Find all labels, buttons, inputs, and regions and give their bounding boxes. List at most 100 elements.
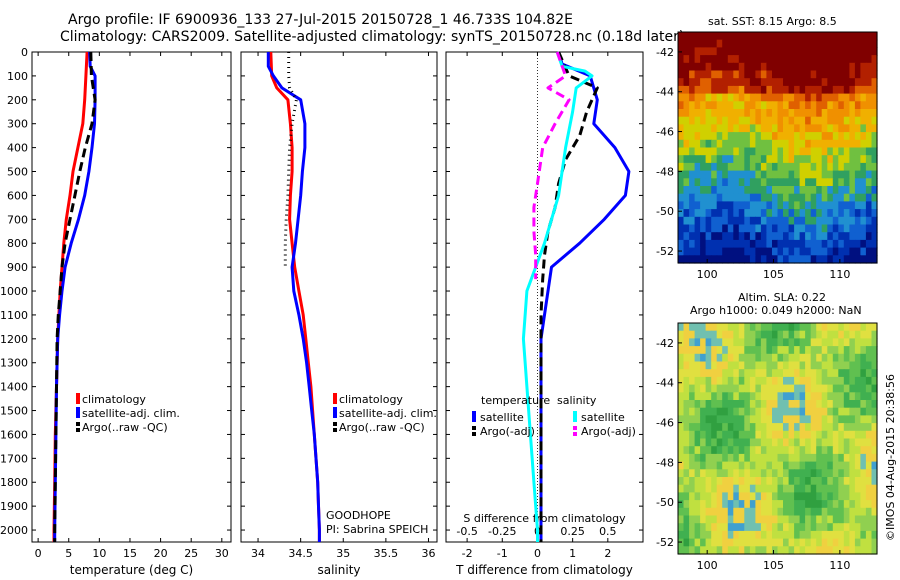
sla_map-cell	[711, 515, 718, 524]
sla_map-cell	[827, 384, 834, 393]
sst_map-cell	[733, 78, 740, 87]
sla_map-cell	[711, 384, 718, 393]
sst_map-cell	[683, 155, 690, 164]
sst_map-cell	[821, 93, 828, 102]
sla_map-cell	[766, 330, 773, 339]
sla_map-cell	[733, 323, 740, 332]
sla_map-cell	[843, 376, 850, 386]
sst_map-cell	[694, 239, 701, 249]
sst_map-cell	[843, 170, 850, 179]
sla_map-cell	[805, 453, 812, 463]
sst_map-cell	[700, 178, 707, 187]
sla_map-cell	[738, 423, 745, 432]
sla_map-cell	[772, 446, 779, 455]
sst_map-cell	[727, 109, 734, 118]
sst_map-cell	[744, 55, 751, 64]
sst_map-cell	[788, 155, 795, 164]
sla_map-cell	[860, 407, 867, 416]
sla_map-cell	[849, 392, 856, 401]
sla_map-cell	[711, 330, 718, 339]
sst_map-cell	[788, 132, 795, 141]
sst_map-cell	[683, 116, 690, 125]
sst_map-cell	[683, 186, 690, 195]
sst_map-cell	[783, 209, 790, 218]
sst_map-cell	[689, 147, 696, 156]
sla_map-cell	[755, 469, 762, 478]
sla_map-cell	[678, 469, 685, 478]
sla_map-cell	[760, 384, 767, 393]
sst_map-cell	[777, 116, 784, 125]
salinity-xlabel: salinity	[317, 563, 360, 577]
sst_map-cell	[843, 109, 850, 118]
sst_map-cell	[733, 247, 740, 256]
sst_map-cell	[821, 224, 828, 233]
sst_map-cell	[744, 93, 751, 102]
temperature-legend-label: climatology	[82, 393, 146, 406]
sla_map-cell	[689, 430, 696, 440]
sla_map-cell	[783, 438, 790, 447]
sla_map-cell	[799, 376, 806, 386]
sla_map-cell	[749, 415, 756, 424]
sst_map-cell	[760, 255, 767, 264]
sla_map-cell	[694, 461, 701, 470]
sst_map-cell	[683, 224, 690, 233]
sst_map-cell	[860, 193, 867, 202]
sst_map-cell	[744, 255, 751, 264]
sst_map-cell	[689, 162, 696, 172]
sla_map-cell	[694, 330, 701, 339]
sst_map-cell	[783, 193, 790, 202]
sst_map-cell	[832, 193, 839, 202]
sla_map-cell	[832, 538, 839, 547]
sst_map-cell	[749, 162, 756, 172]
sla_map-cell	[783, 484, 790, 493]
sst_map-cell	[777, 186, 784, 195]
sst_map-cell	[816, 247, 823, 256]
sla_map-cell	[832, 500, 839, 509]
sla_map-cell	[871, 369, 878, 378]
sst_map-cell	[838, 193, 845, 202]
sst_map-cell	[849, 186, 856, 195]
chart-title-line2: Climatology: CARS2009. Satellite-adjuste…	[60, 29, 685, 45]
sst_map-cell	[727, 147, 734, 156]
sst_map-cell	[722, 255, 729, 264]
sla_map-cell	[760, 415, 767, 424]
sla_map-cell	[838, 538, 845, 547]
sst_map-cell	[772, 147, 779, 156]
sla_map-cell	[760, 523, 767, 532]
sla_map-cell	[871, 407, 878, 416]
sst_map-cell	[816, 178, 823, 187]
sst_map-cell	[865, 124, 872, 133]
sst_map-cell	[727, 124, 734, 133]
sla_map-cell	[705, 492, 712, 501]
sst_map-cell	[733, 193, 740, 202]
sla_map-cell	[783, 546, 790, 555]
sla_map-cell	[722, 469, 729, 478]
sst_map-cell	[716, 255, 723, 264]
sla_map-cell	[694, 353, 701, 363]
sst_map-cell	[849, 62, 856, 72]
sst_map-cell	[788, 216, 795, 226]
sst_map-cell	[711, 239, 718, 249]
sla_map-cell	[832, 415, 839, 424]
sla_map-cell	[871, 515, 878, 524]
sla_map-cell	[865, 392, 872, 401]
sst_map-cell	[705, 93, 712, 102]
sla_map-cell	[749, 323, 756, 332]
sst_map-cell	[722, 55, 729, 64]
sst_map-cell	[860, 55, 867, 64]
sst_map-cell	[805, 139, 812, 149]
sst_map-cell	[705, 216, 712, 226]
sst_map-cell	[772, 209, 779, 218]
sst_map-cell	[766, 139, 773, 149]
sst_map-cell	[727, 39, 734, 48]
sla_map-cell	[810, 446, 817, 455]
sla_map-xtick-label: 110	[829, 559, 850, 572]
sst_map-cell	[849, 255, 856, 264]
sla_map-cell	[766, 538, 773, 547]
sst_map-cell	[805, 147, 812, 156]
sla_map-cell	[827, 507, 834, 517]
sla_map-cell	[727, 338, 734, 347]
sst_map-cell	[738, 224, 745, 233]
sst_map-cell	[772, 124, 779, 133]
sla_map-cell	[733, 538, 740, 547]
